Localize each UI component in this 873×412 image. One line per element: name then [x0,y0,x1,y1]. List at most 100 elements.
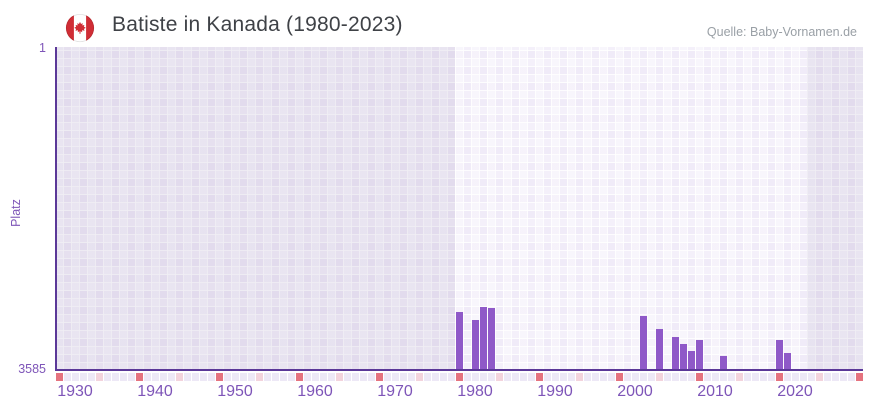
year-cell [391,373,399,381]
year-cell [167,373,175,381]
year-cell [79,373,87,381]
bar-2019[interactable] [783,352,791,371]
year-cell [503,373,511,381]
year-cell [671,373,679,381]
year-cell [407,373,415,381]
year-cell [367,373,375,381]
year-cell [551,373,559,381]
period-marker-dark [55,373,63,381]
year-cell [663,373,671,381]
bar-2011[interactable] [719,355,727,371]
year-cell [607,373,615,381]
x-tick-label: 2020 [777,383,813,400]
canada-flag-icon [65,13,95,43]
year-cell [223,373,231,381]
year-cell [727,373,735,381]
period-marker-dark [375,373,383,381]
year-cell [831,373,839,381]
year-cell [183,373,191,381]
year-cell [111,373,119,381]
year-cell [399,373,407,381]
bar-2005[interactable] [671,337,679,371]
year-cell [127,373,135,381]
year-cell [87,373,95,381]
period-marker-dark [535,373,543,381]
year-cell [71,373,79,381]
year-cell [519,373,527,381]
year-cell [247,373,255,381]
period-marker-dark [775,373,783,381]
year-cell [231,373,239,381]
period-marker-dark [295,373,303,381]
year-cell [263,373,271,381]
year-cell [647,373,655,381]
year-cell [463,373,471,381]
period-marker-light [175,373,183,381]
bar-2008[interactable] [695,339,703,371]
year-cell [839,373,847,381]
x-tick-label: 1970 [377,383,413,400]
year-cell [199,373,207,381]
year-cell [271,373,279,381]
year-cell [823,373,831,381]
year-cell [847,373,855,381]
period-marker-light [815,373,823,381]
year-cell [559,373,567,381]
year-cell [207,373,215,381]
year-cell [679,373,687,381]
year-cell [687,373,695,381]
year-cell [311,373,319,381]
year-cell [319,373,327,381]
year-cell [511,373,519,381]
bar-1981[interactable] [479,306,487,371]
y-axis-min-label: 3585 [18,362,46,376]
year-cell [439,373,447,381]
year-cell [487,373,495,381]
x-tick-label: 1980 [457,383,493,400]
period-marker-light [255,373,263,381]
year-cell [447,373,455,381]
period-marker-row [55,373,863,381]
year-cell [103,373,111,381]
year-cell [743,373,751,381]
no-data-band [55,47,455,371]
bar-1982[interactable] [487,308,495,371]
year-cell [479,373,487,381]
y-axis-max-label: 1 [39,41,46,55]
year-cell [239,373,247,381]
y-axis-title: Platz [9,199,23,227]
year-cell [527,373,535,381]
period-marker-light [735,373,743,381]
bar-2003[interactable] [655,328,663,371]
year-cell [623,373,631,381]
year-cell [191,373,199,381]
x-axis-labels: 1930 1940 1950 1960 1970 1980 1990 2000 2010 2020 [55,383,863,403]
plot-area [55,47,863,371]
year-cell [631,373,639,381]
bar-1980[interactable] [471,319,479,371]
x-tick-label: 1930 [57,383,93,400]
bar-1978[interactable] [455,311,463,371]
period-marker-light [575,373,583,381]
year-cell [639,373,647,381]
x-tick-label: 1940 [137,383,173,400]
bar-2001[interactable] [639,315,647,371]
year-cell [759,373,767,381]
bar-2007[interactable] [687,351,695,371]
year-cell [279,373,287,381]
year-cell [799,373,807,381]
year-cell [351,373,359,381]
period-marker-dark [455,373,463,381]
period-marker-light [495,373,503,381]
bar-2006[interactable] [679,343,687,371]
period-marker-dark [215,373,223,381]
period-marker-light [335,373,343,381]
year-cell [543,373,551,381]
year-cell [303,373,311,381]
x-tick-label: 2000 [617,383,653,400]
year-cell [783,373,791,381]
period-marker-dark [695,373,703,381]
period-marker-light [415,373,423,381]
year-cell [327,373,335,381]
bar-2018[interactable] [775,339,783,371]
